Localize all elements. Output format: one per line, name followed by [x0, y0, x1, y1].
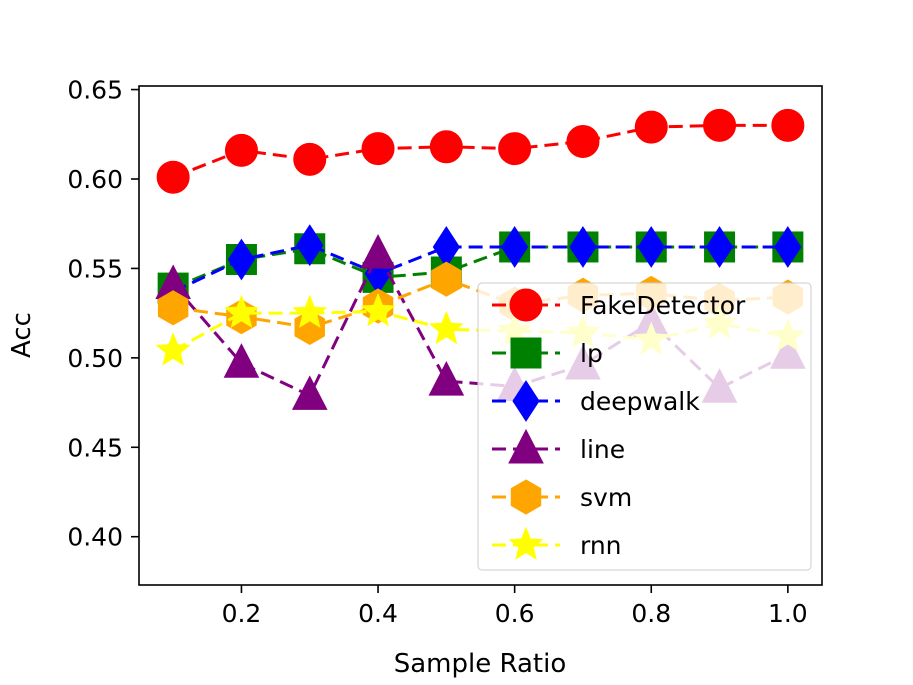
data-point-FakeDetector-6 [566, 124, 600, 158]
data-point-line-1 [223, 343, 260, 378]
legend-marker-deepwalk [512, 380, 540, 422]
series-line-deepwalk [172, 243, 788, 294]
data-point-FakeDetector-4 [429, 130, 463, 164]
legend-label-svm: svm [580, 483, 632, 512]
data-point-FakeDetector-2 [293, 142, 327, 176]
data-point-line-2 [291, 375, 328, 410]
legend-marker-FakeDetector [509, 288, 543, 322]
data-point-svm-4 [431, 261, 462, 297]
data-point-svm-0 [157, 290, 189, 326]
legend-label-FakeDetector: FakeDetector [580, 291, 746, 320]
legend-entry-line: line [492, 428, 625, 464]
data-point-rnn-0 [155, 332, 191, 366]
axis-ticks: 0.2 0.4 0.6 0.8 1.0 0.40 0.45 0.50 0.55 0.60 0.65 [67, 76, 807, 628]
legend-entry-lp: lp [492, 337, 603, 369]
legend-label-rnn: rnn [580, 531, 622, 560]
legend-entry-rnn: rnn [492, 526, 622, 560]
y-axis-label: Acc [7, 312, 37, 358]
legend-marker-rnn [508, 526, 544, 560]
legend-marker-line [508, 428, 544, 464]
data-point-rnn-2 [292, 294, 328, 328]
data-point-deepwalk-2 [296, 224, 324, 267]
data-point-line-3 [360, 234, 396, 269]
data-point-deepwalk-8 [705, 226, 734, 268]
data-point-line-4 [428, 361, 465, 396]
data-point-FakeDetector-8 [703, 108, 737, 142]
x-tick-label: 1.0 [768, 599, 808, 628]
data-point-rnn-3 [360, 293, 396, 327]
x-axis-label: Sample Ratio [394, 649, 567, 679]
legend-label-line: line [580, 435, 625, 464]
legend-entry-deepwalk: deepwalk [492, 380, 700, 422]
legend-label-lp: lp [580, 339, 603, 368]
plot-frame [138, 85, 823, 586]
y-tick-label: 0.40 [67, 523, 123, 552]
data-point-FakeDetector-5 [498, 132, 532, 166]
series-FakeDetector [156, 108, 805, 194]
x-tick-label: 0.4 [358, 599, 398, 628]
legend-entry-FakeDetector: FakeDetector [492, 288, 746, 322]
data-point-FakeDetector-3 [361, 132, 395, 166]
y-tick-label: 0.45 [67, 433, 123, 462]
data-point-deepwalk-7 [637, 226, 665, 268]
data-point-rnn-4 [428, 310, 464, 345]
data-point-FakeDetector-1 [224, 133, 258, 167]
data-point-FakeDetector-9 [771, 108, 805, 142]
data-point-FakeDetector-0 [156, 160, 190, 194]
y-tick-label: 0.60 [67, 165, 123, 194]
x-tick-label: 0.8 [631, 599, 671, 628]
x-tick-label: 0.6 [495, 599, 535, 628]
y-tick-label: 0.55 [67, 254, 123, 283]
data-point-deepwalk-9 [774, 226, 802, 268]
data-point-deepwalk-6 [569, 226, 597, 268]
series-line-FakeDetector [172, 123, 788, 179]
legend: FakeDetector lp deepwalk line svm rnn [477, 282, 812, 571]
legend-marker-lp [510, 337, 542, 369]
data-point-FakeDetector-7 [634, 110, 668, 144]
legend-marker-svm [510, 479, 542, 515]
y-tick-label: 0.65 [67, 76, 123, 105]
data-point-deepwalk-5 [501, 226, 529, 268]
legend-box [477, 282, 812, 571]
data-point-rnn-1 [224, 294, 259, 328]
legend-label-deepwalk: deepwalk [580, 387, 700, 416]
data-point-deepwalk-1 [227, 238, 256, 281]
y-tick-label: 0.50 [67, 344, 123, 373]
legend-entry-svm: svm [492, 479, 632, 515]
x-tick-label: 0.2 [222, 599, 262, 628]
